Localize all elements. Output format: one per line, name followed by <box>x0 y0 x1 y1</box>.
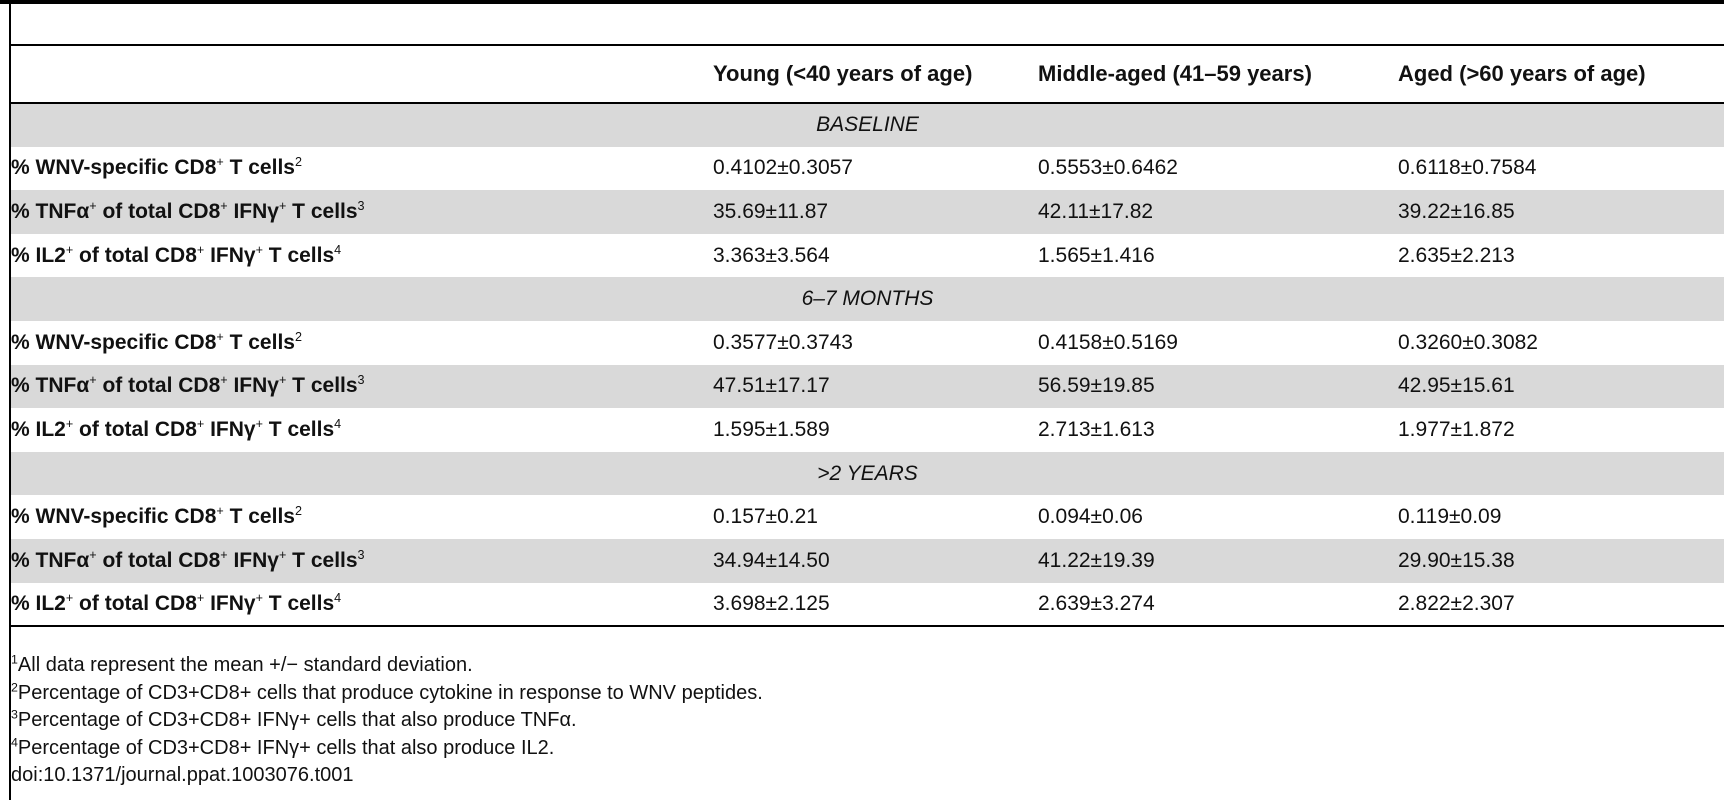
top-border <box>0 0 1724 4</box>
section-title: BASELINE <box>11 103 1724 147</box>
data-table: Young (<40 years of age) Middle-aged (41… <box>11 44 1724 627</box>
cell-value: 2.635±2.213 <box>1398 243 1515 267</box>
cell-value: 39.22±16.85 <box>1398 190 1724 234</box>
cell-value: 29.90±15.38 <box>1398 538 1724 583</box>
header-young: Young (<40 years of age) <box>713 61 973 86</box>
table-footnotes: 1All data represent the mean +/− standar… <box>11 652 763 790</box>
left-border <box>9 0 11 800</box>
cell-value: 0.157±0.21 <box>713 505 818 529</box>
header-middle-aged: Middle-aged (41–59 years) <box>1038 61 1312 86</box>
section-row-6-7-months: 6–7 MONTHS <box>11 277 1724 321</box>
row-label-il2: % IL2+ of total CD8+ IFNγ+ T cells4 <box>11 242 342 267</box>
table-row: % IL2+ of total CD8+ IFNγ+ T cells4 1.59… <box>11 408 1724 452</box>
section-title: 6–7 MONTHS <box>11 277 1724 321</box>
cell-value: 42.11±17.82 <box>1038 190 1398 234</box>
data-table-container: Young (<40 years of age) Middle-aged (41… <box>11 44 1724 627</box>
cell-value: 0.094±0.06 <box>1038 505 1143 529</box>
cell-value: 1.977±1.872 <box>1398 417 1515 441</box>
cell-value: 41.22±19.39 <box>1038 538 1398 583</box>
section-title: >2 YEARS <box>11 451 1724 496</box>
footnote: 3Percentage of CD3+CD8+ IFNγ+ cells that… <box>11 707 577 731</box>
cell-value: 0.3577±0.3743 <box>713 330 853 354</box>
cell-value: 0.6118±0.7584 <box>1398 156 1537 180</box>
cell-value: 0.4158±0.5169 <box>1038 330 1178 354</box>
cell-value: 0.4102±0.3057 <box>713 156 853 180</box>
row-label-il2: % IL2+ of total CD8+ IFNγ+ T cells4 <box>11 416 342 441</box>
section-row-baseline: BASELINE <box>11 103 1724 147</box>
cell-value: 35.69±11.87 <box>713 190 1038 234</box>
cell-value: 0.3260±0.3082 <box>1398 330 1538 354</box>
table-row: % TNFα+ of total CD8+ IFNγ+ T cells3 35.… <box>11 190 1724 234</box>
row-label-wnv: % WNV-specific CD8+ T cells2 <box>11 504 302 529</box>
row-label-tnf: % TNFα+ of total CD8+ IFNγ+ T cells3 <box>11 190 713 234</box>
cell-value: 1.565±1.416 <box>1038 243 1155 267</box>
table-row: % IL2+ of total CD8+ IFNγ+ T cells4 3.36… <box>11 234 1724 278</box>
footnote: 2Percentage of CD3+CD8+ cells that produ… <box>11 679 763 704</box>
table-row: % TNFα+ of total CD8+ IFNγ+ T cells3 47.… <box>11 364 1724 409</box>
section-row-2-years: >2 YEARS <box>11 451 1724 496</box>
cell-value: 3.363±3.564 <box>713 243 830 267</box>
row-label-tnf: % TNFα+ of total CD8+ IFNγ+ T cells3 <box>11 538 713 583</box>
cell-value: 47.51±17.17 <box>713 364 1038 409</box>
table-row: % WNV-specific CD8+ T cells2 0.3577±0.37… <box>11 321 1724 365</box>
header-aged: Aged (>60 years of age) <box>1398 61 1646 86</box>
row-label-il2: % IL2+ of total CD8+ IFNγ+ T cells4 <box>11 590 342 615</box>
cell-value: 56.59±19.85 <box>1038 364 1398 409</box>
cell-value: 34.94±14.50 <box>713 538 1038 583</box>
cell-value: 2.713±1.613 <box>1038 417 1155 441</box>
footnote: 1All data represent the mean +/− standar… <box>11 652 473 676</box>
table-row: % TNFα+ of total CD8+ IFNγ+ T cells3 34.… <box>11 538 1724 583</box>
doi-link[interactable]: doi:10.1371/journal.ppat.1003076.t001 <box>11 764 354 786</box>
table-row: % IL2+ of total CD8+ IFNγ+ T cells4 3.69… <box>11 583 1724 627</box>
cell-value: 2.639±3.274 <box>1038 591 1155 615</box>
row-label-wnv: % WNV-specific CD8+ T cells2 <box>11 329 302 354</box>
cell-value: 0.5553±0.6462 <box>1038 156 1178 180</box>
cell-value: 1.595±1.589 <box>713 417 830 441</box>
cell-value: 2.822±2.307 <box>1398 591 1515 615</box>
cell-value: 42.95±15.61 <box>1398 364 1724 409</box>
row-label-wnv: % WNV-specific CD8+ T cells2 <box>11 155 302 180</box>
row-label-tnf: % TNFα+ of total CD8+ IFNγ+ T cells3 <box>11 364 713 409</box>
cell-value: 0.119±0.09 <box>1398 505 1502 529</box>
table-header-row: Young (<40 years of age) Middle-aged (41… <box>11 45 1724 103</box>
footnote: 4Percentage of CD3+CD8+ IFNγ+ cells that… <box>11 734 555 759</box>
table-row: % WNV-specific CD8+ T cells2 0.4102±0.30… <box>11 147 1724 191</box>
table-row: % WNV-specific CD8+ T cells2 0.157±0.21 … <box>11 495 1724 539</box>
cell-value: 3.698±2.125 <box>713 591 830 615</box>
header-empty <box>11 45 713 103</box>
